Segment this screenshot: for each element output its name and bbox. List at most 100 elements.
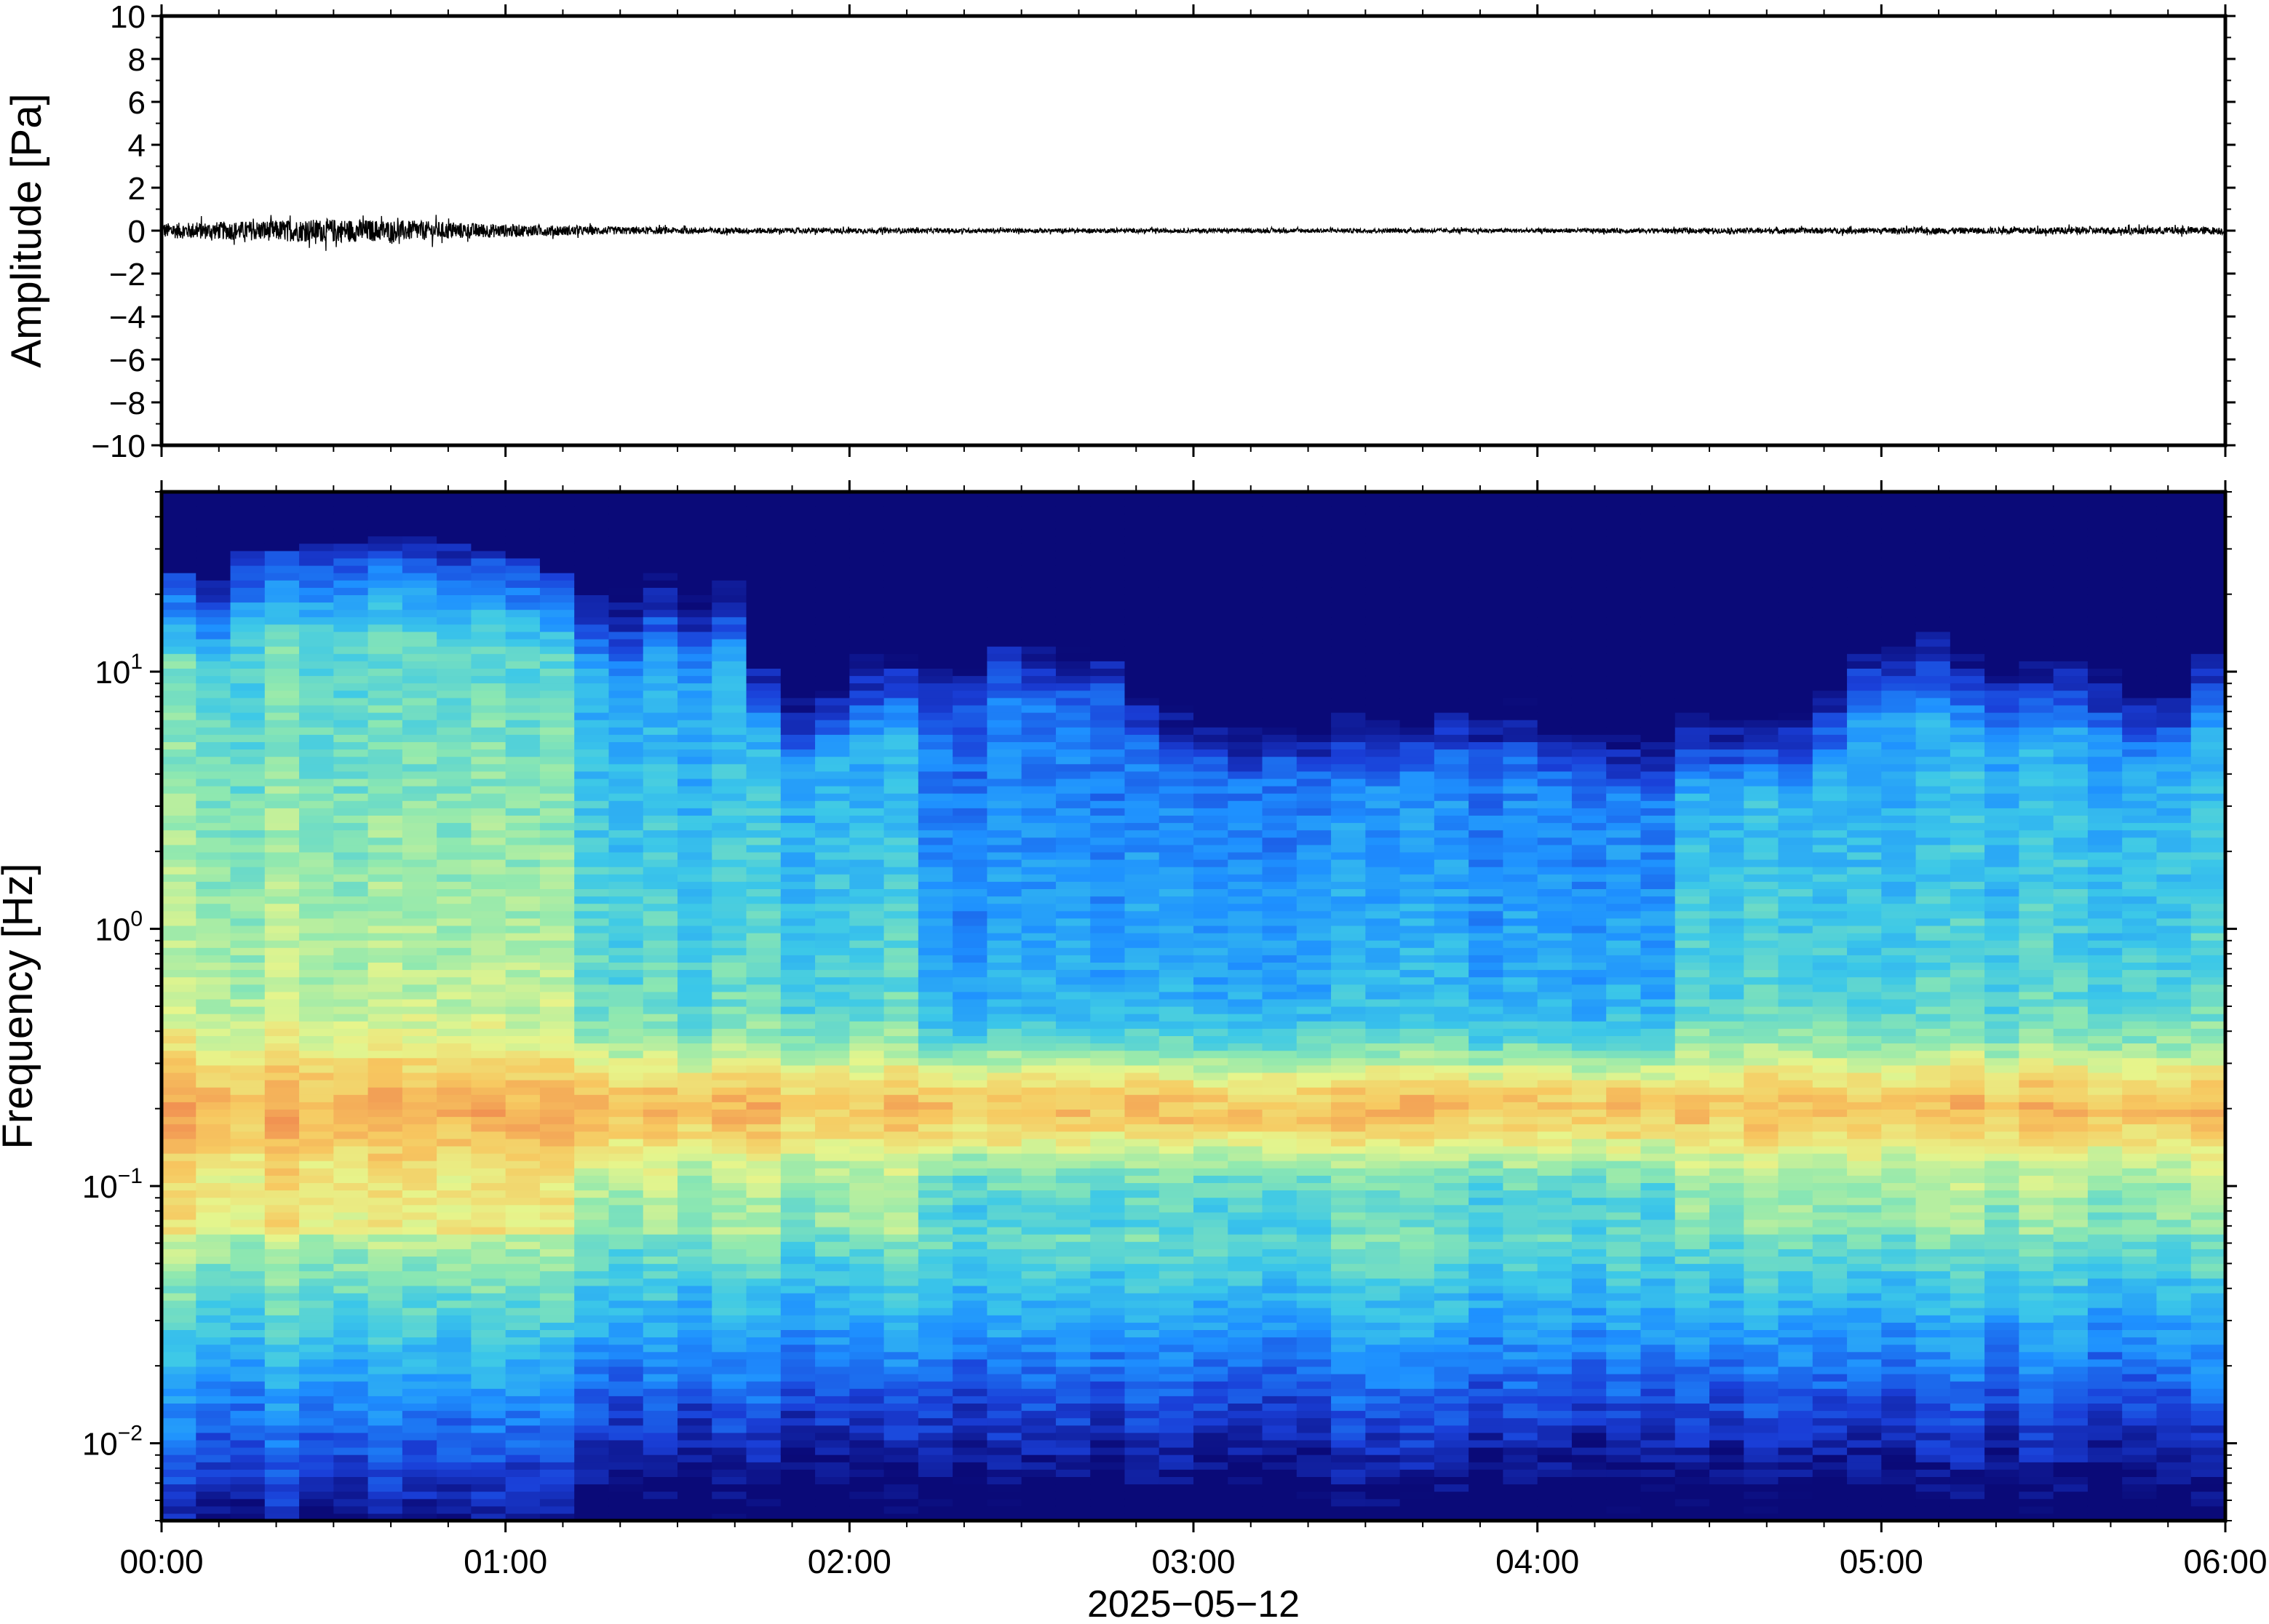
spectrogram-cell xyxy=(849,763,885,772)
spectrogram-cell xyxy=(677,962,712,971)
spectrogram-cell xyxy=(1331,874,1366,882)
spectrogram-cell xyxy=(196,851,231,860)
spectrogram-cell xyxy=(815,1006,850,1014)
spectrogram-cell xyxy=(299,1057,334,1066)
spectrogram-cell xyxy=(437,727,472,735)
spectrogram-cell xyxy=(1159,822,1194,831)
spectrogram-cell xyxy=(987,1300,1022,1308)
spectrogram-cell xyxy=(746,1102,782,1110)
spectrogram-cell xyxy=(505,1307,541,1315)
spectrogram-cell xyxy=(539,543,575,552)
spectrogram-cell xyxy=(1193,1057,1228,1066)
spectrogram-cell xyxy=(815,1109,850,1118)
spectrogram-cell xyxy=(883,1439,919,1448)
spectrogram-cell xyxy=(574,918,610,926)
spectrogram-cell xyxy=(1193,1168,1228,1176)
spectrogram-cell xyxy=(539,851,575,860)
spectrogram-cell xyxy=(746,1094,782,1102)
spectrogram-cell xyxy=(815,896,850,904)
spectrogram-cell xyxy=(367,514,403,522)
spectrogram-cell xyxy=(299,1396,334,1404)
spectrogram-cell xyxy=(1124,800,1160,808)
spectrogram-cell xyxy=(1055,668,1091,677)
spectrogram-cell xyxy=(437,720,472,728)
spectrogram-cell xyxy=(1193,1315,1228,1323)
spectrogram-cell xyxy=(505,955,541,963)
spectrogram-cell xyxy=(1055,1447,1091,1455)
spectrogram-cell xyxy=(299,771,334,779)
spectrogram-cell xyxy=(1055,910,1091,919)
spectrogram-cell xyxy=(1021,492,1057,500)
spectrogram-cell xyxy=(264,1344,300,1353)
spectrogram-cell xyxy=(437,1505,472,1514)
spectrogram-cell xyxy=(1262,1102,1298,1110)
spectrogram-cell xyxy=(918,1211,953,1220)
spectrogram-cell xyxy=(849,808,885,816)
spectrogram-cell xyxy=(1055,653,1091,661)
spectrogram-cell xyxy=(677,1337,712,1345)
spectrogram-cell xyxy=(1262,984,1298,992)
spectrogram-cell xyxy=(643,1080,678,1088)
spectrogram-cell xyxy=(849,624,885,632)
spectrogram-cell xyxy=(849,1425,885,1433)
spectrogram-cell xyxy=(196,565,231,573)
spectrogram-cell xyxy=(471,1035,506,1044)
spectrogram-cell xyxy=(299,727,334,735)
spectrogram-cell xyxy=(1193,675,1228,684)
spectrogram-cell xyxy=(196,903,231,912)
spectrogram-cell xyxy=(230,829,266,838)
spectrogram-cell xyxy=(1331,1072,1366,1080)
spectrogram-cell xyxy=(437,1454,472,1462)
spectrogram-cell xyxy=(539,991,575,1000)
spectrogram-cell xyxy=(402,786,437,794)
spectrogram-cell xyxy=(367,1050,403,1059)
spectrogram-cell xyxy=(746,1498,782,1507)
spectrogram-cell xyxy=(643,1256,678,1265)
spectrogram-cell xyxy=(230,1241,266,1249)
spectrogram-cell xyxy=(849,602,885,610)
spectrogram-cell xyxy=(987,1219,1022,1227)
spectrogram-cell xyxy=(162,653,196,661)
spectrogram-cell xyxy=(1193,565,1228,573)
spectrogram-cell xyxy=(333,888,369,897)
spectrogram-cell xyxy=(333,1138,369,1147)
spectrogram-cell xyxy=(1055,815,1091,824)
spectrogram-cell xyxy=(1159,1396,1194,1404)
spectrogram-cell xyxy=(299,1175,334,1183)
spectrogram-cell xyxy=(677,1300,712,1308)
spectrogram-cell xyxy=(987,682,1022,691)
spectrogram-cell xyxy=(1124,933,1160,941)
spectrogram-cell xyxy=(780,925,816,934)
spectrogram-cell xyxy=(987,918,1022,926)
spectrogram-cell xyxy=(712,749,747,757)
spectrogram-cell xyxy=(643,1072,678,1080)
spectrogram-cell xyxy=(1193,1410,1228,1419)
spectrogram-cell xyxy=(780,771,816,779)
spectrogram-cell xyxy=(987,1285,1022,1294)
spectrogram-cell xyxy=(1159,867,1194,875)
spectrogram-cell xyxy=(746,976,782,985)
spectrogram-cell xyxy=(333,1211,369,1220)
spectrogram-cell xyxy=(574,822,610,831)
spectrogram-cell xyxy=(1331,851,1366,860)
spectrogram-cell xyxy=(1228,1300,1263,1308)
spectrogram-cell xyxy=(539,1498,575,1507)
spectrogram-cell xyxy=(953,984,988,992)
spectrogram-cell xyxy=(539,1116,575,1125)
spectrogram-cell xyxy=(987,536,1022,544)
spectrogram-cell xyxy=(471,580,506,588)
spectrogram-cell xyxy=(677,690,712,698)
spectrogram-cell xyxy=(1021,1175,1057,1183)
spectrogram-cell xyxy=(539,969,575,978)
spectrogram-cell xyxy=(849,1469,885,1477)
spectrogram-cell xyxy=(505,1234,541,1242)
spectrogram-cell xyxy=(196,1322,231,1330)
spectrogram-cell xyxy=(367,1161,403,1169)
spectrogram-cell xyxy=(1021,1491,1057,1500)
spectrogram-cell xyxy=(849,1484,885,1492)
spectrogram-cell xyxy=(1262,1249,1298,1257)
spectrogram-cell xyxy=(230,1219,266,1227)
spectrogram-cell xyxy=(1021,639,1057,647)
spectrogram-cell xyxy=(918,1476,953,1485)
spectrogram-cell xyxy=(677,1358,712,1367)
